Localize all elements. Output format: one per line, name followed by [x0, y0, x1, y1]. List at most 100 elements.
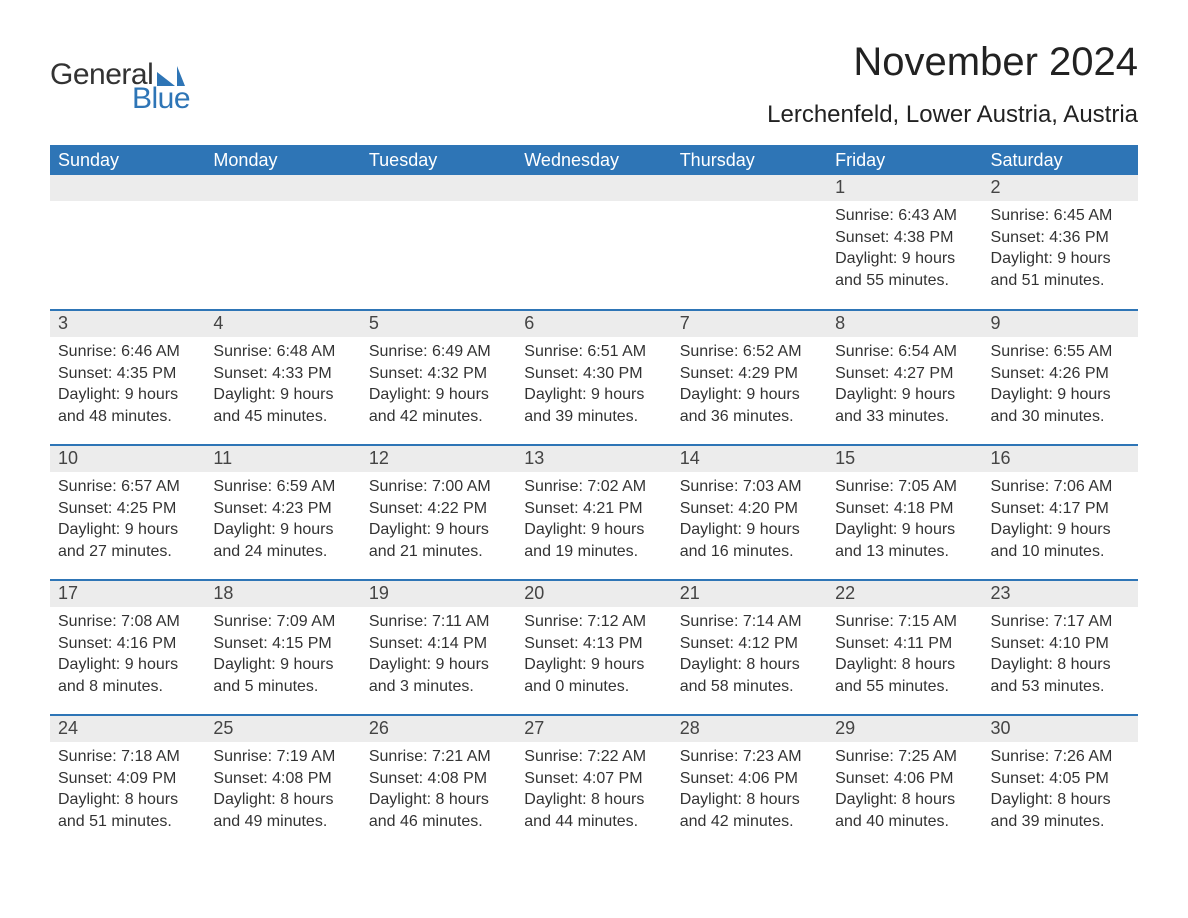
day-number: 29: [827, 716, 982, 742]
day-detail: Sunrise: 7:02 AMSunset: 4:21 PMDaylight:…: [516, 472, 671, 566]
day-detail: Sunrise: 6:48 AMSunset: 4:33 PMDaylight:…: [205, 337, 360, 431]
day-number: [205, 175, 360, 201]
logo-text-blue: Blue: [132, 82, 190, 116]
calendar-day-cell: 29Sunrise: 7:25 AMSunset: 4:06 PMDayligh…: [827, 715, 982, 850]
day-number: 28: [672, 716, 827, 742]
calendar-day-cell: [361, 175, 516, 310]
day-detail: Sunrise: 7:14 AMSunset: 4:12 PMDaylight:…: [672, 607, 827, 701]
calendar-day-cell: 23Sunrise: 7:17 AMSunset: 4:10 PMDayligh…: [983, 580, 1138, 715]
calendar-week-row: 1Sunrise: 6:43 AMSunset: 4:38 PMDaylight…: [50, 175, 1138, 310]
day-detail: Sunrise: 7:22 AMSunset: 4:07 PMDaylight:…: [516, 742, 671, 836]
day-number: 15: [827, 446, 982, 472]
day-number: 12: [361, 446, 516, 472]
day-detail: Sunrise: 7:15 AMSunset: 4:11 PMDaylight:…: [827, 607, 982, 701]
day-detail: Sunrise: 7:08 AMSunset: 4:16 PMDaylight:…: [50, 607, 205, 701]
weekday-header: Friday: [827, 145, 982, 175]
day-number: 26: [361, 716, 516, 742]
calendar-week-row: 10Sunrise: 6:57 AMSunset: 4:25 PMDayligh…: [50, 445, 1138, 580]
calendar-day-cell: 9Sunrise: 6:55 AMSunset: 4:26 PMDaylight…: [983, 310, 1138, 445]
calendar-day-cell: [516, 175, 671, 310]
calendar-day-cell: 20Sunrise: 7:12 AMSunset: 4:13 PMDayligh…: [516, 580, 671, 715]
day-number: 22: [827, 581, 982, 607]
day-number: 9: [983, 311, 1138, 337]
calendar-day-cell: 21Sunrise: 7:14 AMSunset: 4:12 PMDayligh…: [672, 580, 827, 715]
calendar-day-cell: [205, 175, 360, 310]
day-detail: Sunrise: 6:52 AMSunset: 4:29 PMDaylight:…: [672, 337, 827, 431]
calendar-day-cell: 11Sunrise: 6:59 AMSunset: 4:23 PMDayligh…: [205, 445, 360, 580]
day-number: 17: [50, 581, 205, 607]
day-detail: Sunrise: 6:46 AMSunset: 4:35 PMDaylight:…: [50, 337, 205, 431]
calendar-day-cell: [50, 175, 205, 310]
day-number: 6: [516, 311, 671, 337]
weekday-header: Thursday: [672, 145, 827, 175]
calendar-day-cell: 3Sunrise: 6:46 AMSunset: 4:35 PMDaylight…: [50, 310, 205, 445]
calendar-day-cell: 10Sunrise: 6:57 AMSunset: 4:25 PMDayligh…: [50, 445, 205, 580]
calendar-day-cell: 15Sunrise: 7:05 AMSunset: 4:18 PMDayligh…: [827, 445, 982, 580]
day-detail: [50, 201, 205, 209]
day-number: 8: [827, 311, 982, 337]
day-number: [361, 175, 516, 201]
day-detail: Sunrise: 7:26 AMSunset: 4:05 PMDaylight:…: [983, 742, 1138, 836]
day-detail: Sunrise: 7:19 AMSunset: 4:08 PMDaylight:…: [205, 742, 360, 836]
calendar-day-cell: 28Sunrise: 7:23 AMSunset: 4:06 PMDayligh…: [672, 715, 827, 850]
calendar-day-cell: 24Sunrise: 7:18 AMSunset: 4:09 PMDayligh…: [50, 715, 205, 850]
day-number: 2: [983, 175, 1138, 201]
calendar-day-cell: 26Sunrise: 7:21 AMSunset: 4:08 PMDayligh…: [361, 715, 516, 850]
calendar-day-cell: 2Sunrise: 6:45 AMSunset: 4:36 PMDaylight…: [983, 175, 1138, 310]
day-number: 7: [672, 311, 827, 337]
calendar-day-cell: [672, 175, 827, 310]
day-detail: Sunrise: 7:09 AMSunset: 4:15 PMDaylight:…: [205, 607, 360, 701]
day-detail: [516, 201, 671, 209]
day-number: [516, 175, 671, 201]
calendar-day-cell: 1Sunrise: 6:43 AMSunset: 4:38 PMDaylight…: [827, 175, 982, 310]
weekday-header: Saturday: [983, 145, 1138, 175]
day-detail: Sunrise: 6:55 AMSunset: 4:26 PMDaylight:…: [983, 337, 1138, 431]
weekday-header: Sunday: [50, 145, 205, 175]
calendar-week-row: 24Sunrise: 7:18 AMSunset: 4:09 PMDayligh…: [50, 715, 1138, 850]
day-number: 25: [205, 716, 360, 742]
day-number: 5: [361, 311, 516, 337]
calendar-week-row: 3Sunrise: 6:46 AMSunset: 4:35 PMDaylight…: [50, 310, 1138, 445]
day-number: [50, 175, 205, 201]
calendar-day-cell: 30Sunrise: 7:26 AMSunset: 4:05 PMDayligh…: [983, 715, 1138, 850]
day-detail: Sunrise: 7:17 AMSunset: 4:10 PMDaylight:…: [983, 607, 1138, 701]
day-detail: [361, 201, 516, 209]
header: General Blue November 2024 Lerchenfeld, …: [50, 40, 1138, 129]
day-detail: Sunrise: 6:54 AMSunset: 4:27 PMDaylight:…: [827, 337, 982, 431]
day-number: 24: [50, 716, 205, 742]
day-number: 30: [983, 716, 1138, 742]
page-title: November 2024: [767, 40, 1138, 85]
calendar-day-cell: 22Sunrise: 7:15 AMSunset: 4:11 PMDayligh…: [827, 580, 982, 715]
calendar-day-cell: 17Sunrise: 7:08 AMSunset: 4:16 PMDayligh…: [50, 580, 205, 715]
day-detail: Sunrise: 6:49 AMSunset: 4:32 PMDaylight:…: [361, 337, 516, 431]
day-number: 18: [205, 581, 360, 607]
day-number: 23: [983, 581, 1138, 607]
calendar-day-cell: 7Sunrise: 6:52 AMSunset: 4:29 PMDaylight…: [672, 310, 827, 445]
day-number: 13: [516, 446, 671, 472]
calendar-day-cell: 27Sunrise: 7:22 AMSunset: 4:07 PMDayligh…: [516, 715, 671, 850]
calendar-day-cell: 18Sunrise: 7:09 AMSunset: 4:15 PMDayligh…: [205, 580, 360, 715]
day-detail: Sunrise: 7:12 AMSunset: 4:13 PMDaylight:…: [516, 607, 671, 701]
calendar-day-cell: 25Sunrise: 7:19 AMSunset: 4:08 PMDayligh…: [205, 715, 360, 850]
calendar-day-cell: 6Sunrise: 6:51 AMSunset: 4:30 PMDaylight…: [516, 310, 671, 445]
weekday-header: Wednesday: [516, 145, 671, 175]
day-number: 3: [50, 311, 205, 337]
calendar-day-cell: 5Sunrise: 6:49 AMSunset: 4:32 PMDaylight…: [361, 310, 516, 445]
day-number: 19: [361, 581, 516, 607]
day-detail: Sunrise: 7:25 AMSunset: 4:06 PMDaylight:…: [827, 742, 982, 836]
day-detail: [672, 201, 827, 209]
day-number: 4: [205, 311, 360, 337]
day-detail: Sunrise: 6:51 AMSunset: 4:30 PMDaylight:…: [516, 337, 671, 431]
calendar-day-cell: 16Sunrise: 7:06 AMSunset: 4:17 PMDayligh…: [983, 445, 1138, 580]
calendar-day-cell: 4Sunrise: 6:48 AMSunset: 4:33 PMDaylight…: [205, 310, 360, 445]
day-detail: Sunrise: 7:21 AMSunset: 4:08 PMDaylight:…: [361, 742, 516, 836]
day-number: 20: [516, 581, 671, 607]
day-number: 21: [672, 581, 827, 607]
calendar-day-cell: 12Sunrise: 7:00 AMSunset: 4:22 PMDayligh…: [361, 445, 516, 580]
calendar-week-row: 17Sunrise: 7:08 AMSunset: 4:16 PMDayligh…: [50, 580, 1138, 715]
calendar-day-cell: 19Sunrise: 7:11 AMSunset: 4:14 PMDayligh…: [361, 580, 516, 715]
day-detail: Sunrise: 6:43 AMSunset: 4:38 PMDaylight:…: [827, 201, 982, 295]
day-detail: Sunrise: 7:23 AMSunset: 4:06 PMDaylight:…: [672, 742, 827, 836]
day-detail: [205, 201, 360, 209]
location-text: Lerchenfeld, Lower Austria, Austria: [767, 101, 1138, 129]
